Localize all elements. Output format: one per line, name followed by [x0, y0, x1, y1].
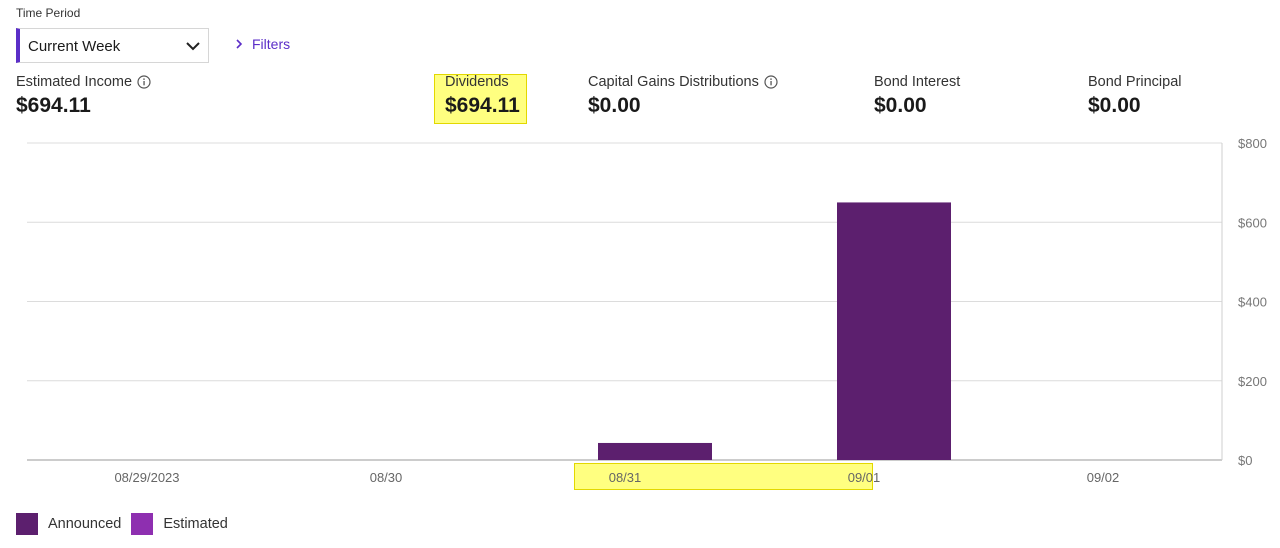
bar [598, 442, 712, 460]
info-icon[interactable] [137, 75, 151, 89]
x-tick-label: 08/29/2023 [114, 470, 179, 485]
bar [837, 202, 951, 460]
dividends-highlight [434, 74, 527, 124]
legend-swatch-announced [16, 513, 38, 535]
metric-capital-gains: Capital Gains Distributions $0.00 [588, 74, 778, 118]
x-tick-label: 08/31 [609, 470, 642, 485]
metric-estimated-income: Estimated Income $694.11 [16, 74, 151, 118]
metric-label: Estimated Income [16, 74, 133, 90]
y-tick-label: $600 [1238, 215, 1267, 230]
metric-bond-principal: Bond Principal $0.00 [1088, 74, 1182, 118]
metric-label: Bond Principal [1088, 74, 1182, 90]
metric-dividends: Dividends $694.11 [445, 74, 520, 118]
y-tick-label: $400 [1238, 295, 1267, 310]
x-tick-label: 08/30 [370, 470, 403, 485]
x-tick-label: 09/02 [1087, 470, 1120, 485]
chevron-down-icon [186, 42, 200, 51]
date-axis-highlight [574, 463, 873, 490]
income-bar-chart: $800 $600 $400 $200 $0 08/29/2023 08/30 08/31 09… [27, 136, 1267, 485]
chart-legend: Announced Estimated [16, 513, 238, 535]
time-period-value: Current Week [28, 38, 121, 55]
chevron-right-icon [236, 39, 243, 49]
metric-value: $0.00 [874, 94, 927, 117]
legend-swatch-estimated [131, 513, 154, 535]
legend-label: Announced [48, 516, 122, 532]
legend-item-announced[interactable]: Announced [16, 513, 121, 535]
metric-label: Dividends [445, 74, 509, 90]
time-period-select[interactable]: Current Week [16, 28, 209, 63]
metric-value: $694.11 [16, 94, 91, 117]
legend-label: Estimated [163, 516, 228, 532]
info-icon[interactable] [764, 75, 778, 89]
filters-label: Filters [252, 36, 291, 52]
x-tick-label: 09/01 [848, 470, 881, 485]
metric-label: Capital Gains Distributions [588, 74, 759, 90]
metric-value: $0.00 [1088, 94, 1141, 117]
y-tick-label: $0 [1238, 453, 1252, 468]
y-tick-label: $800 [1238, 136, 1267, 151]
metric-value: $694.11 [445, 94, 520, 117]
metric-bond-interest: Bond Interest $0.00 [874, 74, 960, 118]
metric-value: $0.00 [588, 94, 641, 117]
filters-link[interactable]: Filters [232, 36, 290, 52]
metric-label: Bond Interest [874, 74, 961, 90]
legend-item-estimated[interactable]: Estimated [131, 513, 228, 535]
y-tick-label: $200 [1238, 374, 1267, 389]
time-period-label: Time Period [16, 6, 81, 20]
